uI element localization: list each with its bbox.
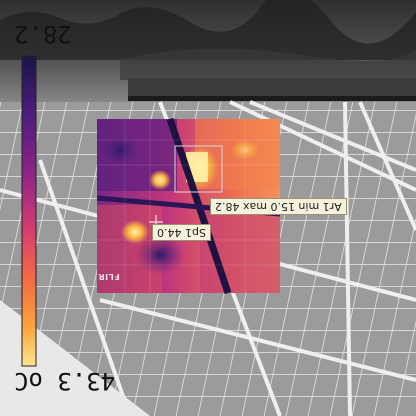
flir-logo: FLIR bbox=[98, 272, 120, 281]
spot-measurement-label: Sp1 44.0 bbox=[152, 224, 211, 241]
area-measurement-label: Ar1 min 15.0 max 48.2 bbox=[210, 198, 347, 215]
color-scale-bar bbox=[21, 55, 37, 367]
area-box bbox=[174, 145, 223, 193]
scale-min-label: 43.3 oC bbox=[14, 367, 116, 395]
scale-max-label: 28.2 bbox=[14, 20, 72, 48]
